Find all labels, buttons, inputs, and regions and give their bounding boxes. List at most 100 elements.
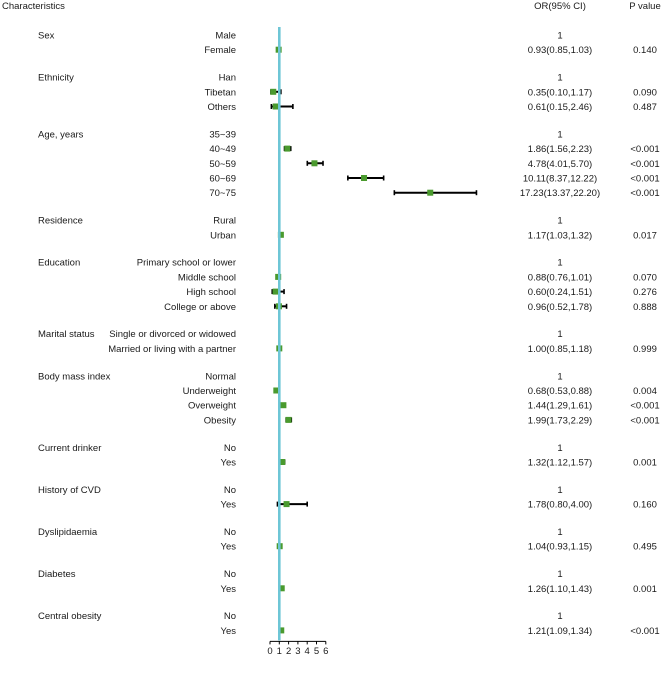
or-ci-value: 1 (557, 129, 562, 140)
group-5: Marital status Single or divorced or wido… (38, 329, 657, 355)
row-label: 40~49 (209, 144, 236, 155)
or-ci-value: 17.23(13.37,22.20) (520, 188, 600, 199)
group-8: History of CVD No 1 Yes 1.78(0.80,4.00) 0.160 (38, 485, 657, 511)
p-value: 0.001 (633, 584, 657, 595)
group-3: Residence Rural 1 Urban 1.17(1.03,1.32) 0.017 (38, 216, 657, 242)
or-ci-value: 1.04(0.93,1.15) (528, 542, 592, 553)
or-ci-value: 1 (557, 611, 562, 622)
p-value: <0.001 (630, 188, 659, 199)
group-6: Body mass index Normal 1 Underweight 0.68(0.… (38, 371, 660, 426)
row-label: Single or divorced or widowed (109, 329, 236, 340)
or-ci-value: 0.68(0.53,0.88) (528, 386, 592, 397)
p-value: 0.140 (633, 45, 657, 56)
or-ci-value: 1 (557, 443, 562, 454)
p-value: 0.160 (633, 500, 657, 511)
or-marker (277, 231, 284, 238)
or-marker (273, 387, 280, 394)
x-tick-label: 3 (295, 646, 300, 657)
row-label: Male (215, 31, 236, 42)
or-marker (279, 459, 286, 465)
group-title: Diabetes (38, 569, 76, 580)
row-label: 70~75 (209, 188, 236, 199)
p-value: 0.495 (633, 542, 657, 553)
group-10: Diabetes No 1 Yes 1.26(1.10,1.43) 0.001 (38, 569, 657, 595)
row-label: Tibetan (205, 87, 236, 98)
row-label: Rural (213, 216, 236, 227)
or-ci-value: 1 (557, 527, 562, 538)
group-11: Central obesity No 1 Yes 1.21(1.09,1.34) <0.0… (38, 611, 660, 637)
or-ci-value: 0.96(0.52,1.78) (528, 302, 592, 313)
row-label: Middle school (178, 272, 236, 283)
or-marker (278, 627, 285, 634)
header-or-ci: OR(95% CI) (534, 1, 586, 12)
x-tick-label: 4 (305, 646, 310, 657)
or-ci-value: 0.93(0.85,1.03) (528, 45, 592, 56)
row-label: 60~69 (209, 174, 236, 185)
row-label: 35~39 (209, 129, 236, 140)
x-tick-label: 5 (314, 646, 319, 657)
or-marker (280, 402, 287, 409)
group-0: Sex Male 1 Female 0.93(0.85,1.03) 0.140 (38, 31, 657, 57)
row-label: Han (219, 73, 236, 84)
row-label: Obesity (204, 415, 236, 426)
or-ci-value: 0.35(0.10,1.17) (528, 87, 592, 98)
row-label: Yes (221, 458, 237, 469)
group-title: Age, years (38, 129, 84, 140)
p-value: 0.090 (633, 87, 657, 98)
or-ci-value: 0.61(0.15,2.46) (528, 102, 592, 113)
or-ci-value: 0.60(0.24,1.51) (528, 287, 592, 298)
row-label: Underweight (183, 386, 237, 397)
row-label: No (224, 527, 236, 538)
group-title: Education (38, 258, 80, 269)
or-ci-value: 1 (557, 569, 562, 580)
row-label: Married or living with a partner (108, 344, 236, 355)
p-value: <0.001 (630, 626, 659, 637)
row-label: Normal (205, 371, 236, 382)
group-title: Ethnicity (38, 73, 74, 84)
group-title: Residence (38, 216, 83, 227)
or-ci-value: 0.88(0.76,1.01) (528, 272, 592, 283)
or-ci-value: 10.11(8.37,12.22) (523, 174, 597, 185)
group-title: History of CVD (38, 485, 101, 496)
row-label: Urban (210, 230, 236, 241)
or-ci-value: 1.86(1.56,2.23) (528, 144, 592, 155)
or-ci-value: 1.17(1.03,1.32) (528, 230, 592, 241)
group-title: Dyslipidaemia (38, 527, 98, 538)
or-ci-value: 1.32(1.12,1.57) (528, 458, 592, 469)
or-ci-value: 1 (557, 485, 562, 496)
or-ci-value: 1.99(1.73,2.29) (528, 415, 592, 426)
x-tick-label: 6 (323, 646, 328, 657)
group-title: Central obesity (38, 611, 102, 622)
or-ci-value: 1.21(1.09,1.34) (528, 626, 592, 637)
group-2: Age, years 35~39 1 40~49 1.86(1.56,2.23) <0.0… (38, 129, 660, 199)
p-value: <0.001 (630, 144, 659, 155)
p-value: 0.999 (633, 344, 657, 355)
or-ci-value: 1.44(1.29,1.61) (528, 401, 592, 412)
p-value: 0.487 (633, 102, 657, 113)
p-value: 0.004 (633, 386, 657, 397)
group-1: Ethnicity Han 1 Tibetan 0.35(0.10,1.17) 0.090… (38, 73, 657, 113)
p-value: <0.001 (630, 415, 659, 426)
row-label: Yes (221, 542, 237, 553)
row-label: Female (204, 45, 236, 56)
row-label: Overweight (188, 401, 236, 412)
header-p-value: P value (629, 1, 661, 12)
or-ci-value: 1 (557, 73, 562, 84)
p-value: <0.001 (630, 174, 659, 185)
or-marker (284, 145, 291, 152)
group-9: Dyslipidaemia No 1 Yes 1.04(0.93,1.15) 0.495 (38, 527, 657, 553)
row-label: College or above (164, 302, 236, 313)
x-tick-label: 1 (277, 646, 282, 657)
group-7: Current drinker No 1 Yes 1.32(1.12,1.57) 0.00… (38, 443, 657, 469)
row-label: Yes (221, 584, 237, 595)
or-ci-value: 1 (557, 31, 562, 42)
row-label: Others (207, 102, 236, 113)
or-ci-value: 4.78(4.01,5.70) (528, 159, 592, 170)
or-marker (285, 416, 292, 423)
p-value: <0.001 (630, 159, 659, 170)
or-ci-value: 1 (557, 329, 562, 340)
row-label: Yes (221, 626, 237, 637)
group-title: Sex (38, 31, 55, 42)
group-title: Current drinker (38, 443, 101, 454)
